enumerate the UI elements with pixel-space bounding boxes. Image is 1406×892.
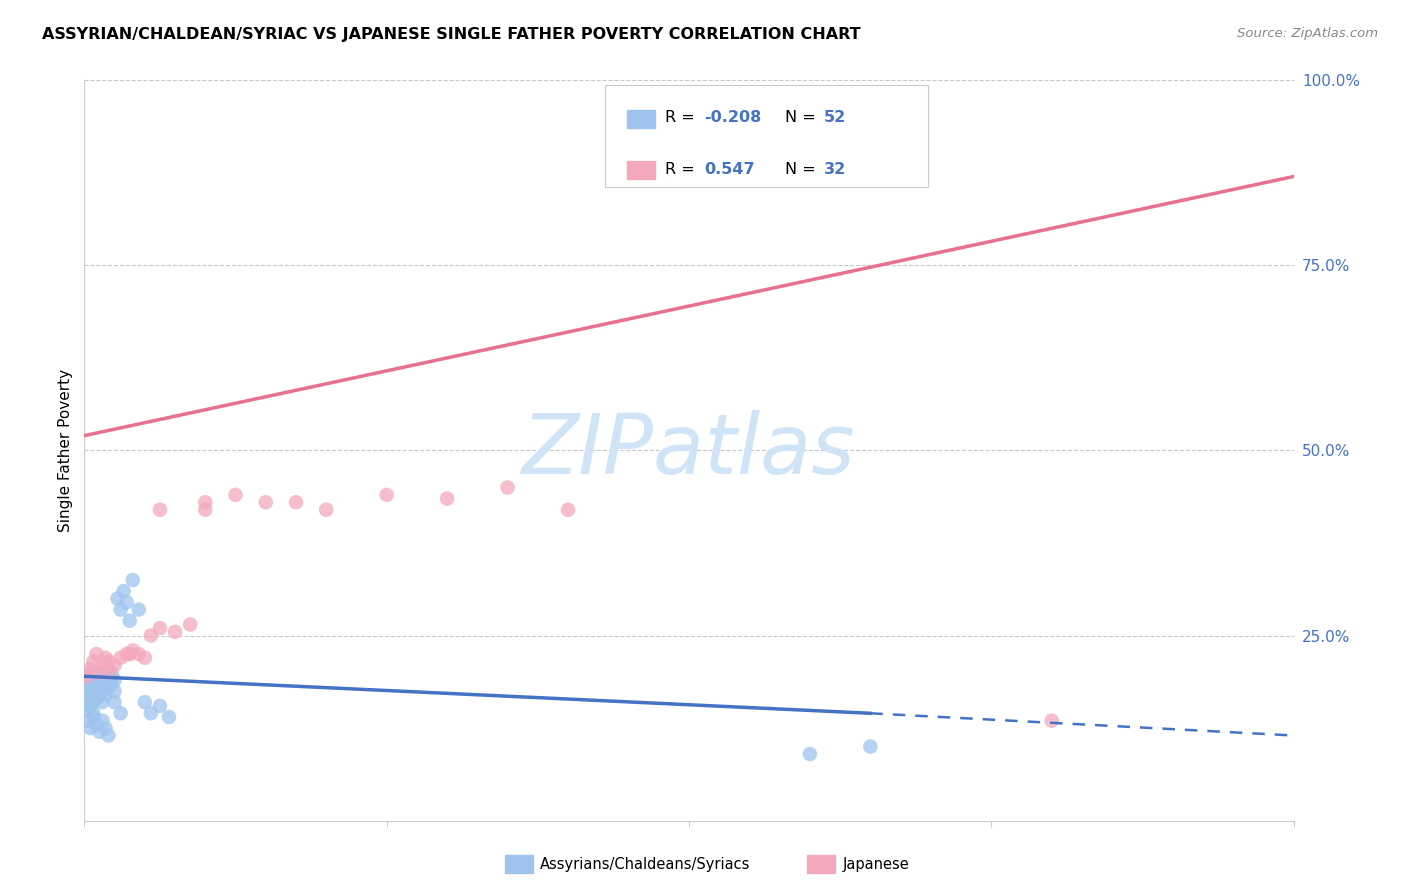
Point: [1040, 714, 1063, 728]
Point: [375, 488, 398, 502]
Point: [859, 739, 882, 754]
Text: 52: 52: [824, 111, 846, 125]
Point: [134, 650, 156, 665]
Point: [89, 665, 111, 680]
Point: [139, 706, 162, 721]
Point: [97, 729, 120, 743]
Text: Japanese: Japanese: [842, 857, 908, 871]
Point: [76, 703, 98, 717]
Point: [86, 647, 108, 661]
Point: [115, 647, 138, 661]
Point: [104, 684, 127, 698]
Point: [110, 602, 132, 616]
Text: ASSYRIAN/CHALDEAN/SYRIAC VS JAPANESE SINGLE FATHER POVERTY CORRELATION CHART: ASSYRIAN/CHALDEAN/SYRIAC VS JAPANESE SIN…: [42, 27, 860, 42]
Point: [118, 614, 141, 628]
Point: [89, 688, 111, 702]
Point: [86, 681, 108, 695]
Text: -0.208: -0.208: [704, 111, 762, 125]
Text: Source: ZipAtlas.com: Source: ZipAtlas.com: [1237, 27, 1378, 40]
Point: [94, 676, 117, 690]
Point: [76, 669, 98, 683]
Text: R =: R =: [665, 162, 704, 177]
Point: [82, 695, 104, 709]
Text: R =: R =: [665, 111, 700, 125]
Point: [91, 684, 114, 698]
Point: [76, 691, 98, 706]
Point: [91, 714, 114, 728]
Point: [149, 621, 172, 635]
Point: [79, 688, 101, 702]
Point: [100, 676, 122, 690]
Point: [110, 706, 132, 721]
Point: [89, 665, 111, 680]
Point: [315, 502, 337, 516]
Point: [86, 691, 108, 706]
Point: [100, 665, 122, 680]
Point: [128, 602, 150, 616]
Point: [557, 502, 579, 516]
Point: [91, 658, 114, 673]
Point: [89, 676, 111, 690]
Text: Assyrians/Chaldeans/Syriacs: Assyrians/Chaldeans/Syriacs: [540, 857, 751, 871]
Point: [79, 662, 101, 676]
Point: [254, 495, 277, 509]
Point: [285, 495, 308, 509]
Point: [97, 681, 120, 695]
Point: [94, 688, 117, 702]
Point: [194, 502, 217, 516]
Point: [107, 591, 129, 606]
Point: [115, 595, 138, 609]
Point: [97, 665, 120, 680]
Point: [128, 647, 150, 661]
Point: [79, 676, 101, 690]
Text: N =: N =: [785, 111, 821, 125]
Point: [157, 710, 180, 724]
Point: [94, 650, 117, 665]
Point: [97, 655, 120, 669]
Text: 0.547: 0.547: [704, 162, 755, 177]
Point: [86, 717, 108, 731]
Point: [82, 710, 104, 724]
Point: [104, 658, 127, 673]
Point: [496, 480, 519, 494]
Point: [91, 673, 114, 687]
Text: 32: 32: [824, 162, 846, 177]
Point: [799, 747, 821, 761]
Point: [76, 714, 98, 728]
Point: [79, 665, 101, 680]
Point: [179, 617, 201, 632]
Point: [76, 669, 98, 683]
Y-axis label: Single Father Poverty: Single Father Poverty: [58, 369, 73, 532]
Point: [104, 695, 127, 709]
Point: [82, 706, 104, 721]
Point: [149, 698, 172, 713]
Point: [149, 502, 172, 516]
Point: [225, 488, 247, 502]
Text: N =: N =: [785, 162, 821, 177]
Point: [82, 673, 104, 687]
Point: [436, 491, 458, 506]
Point: [82, 684, 104, 698]
Point: [121, 643, 143, 657]
Point: [104, 673, 127, 687]
Text: ZIPatlas: ZIPatlas: [522, 410, 856, 491]
Point: [94, 721, 117, 735]
Point: [165, 624, 187, 639]
Point: [86, 669, 108, 683]
Point: [139, 628, 162, 642]
Point: [97, 669, 120, 683]
Point: [121, 573, 143, 587]
Point: [79, 721, 101, 735]
Point: [110, 650, 132, 665]
Point: [89, 724, 111, 739]
Point: [76, 681, 98, 695]
Point: [91, 695, 114, 709]
Point: [118, 647, 141, 661]
Point: [112, 584, 135, 599]
Point: [79, 698, 101, 713]
Point: [194, 495, 217, 509]
Point: [82, 655, 104, 669]
Point: [134, 695, 156, 709]
